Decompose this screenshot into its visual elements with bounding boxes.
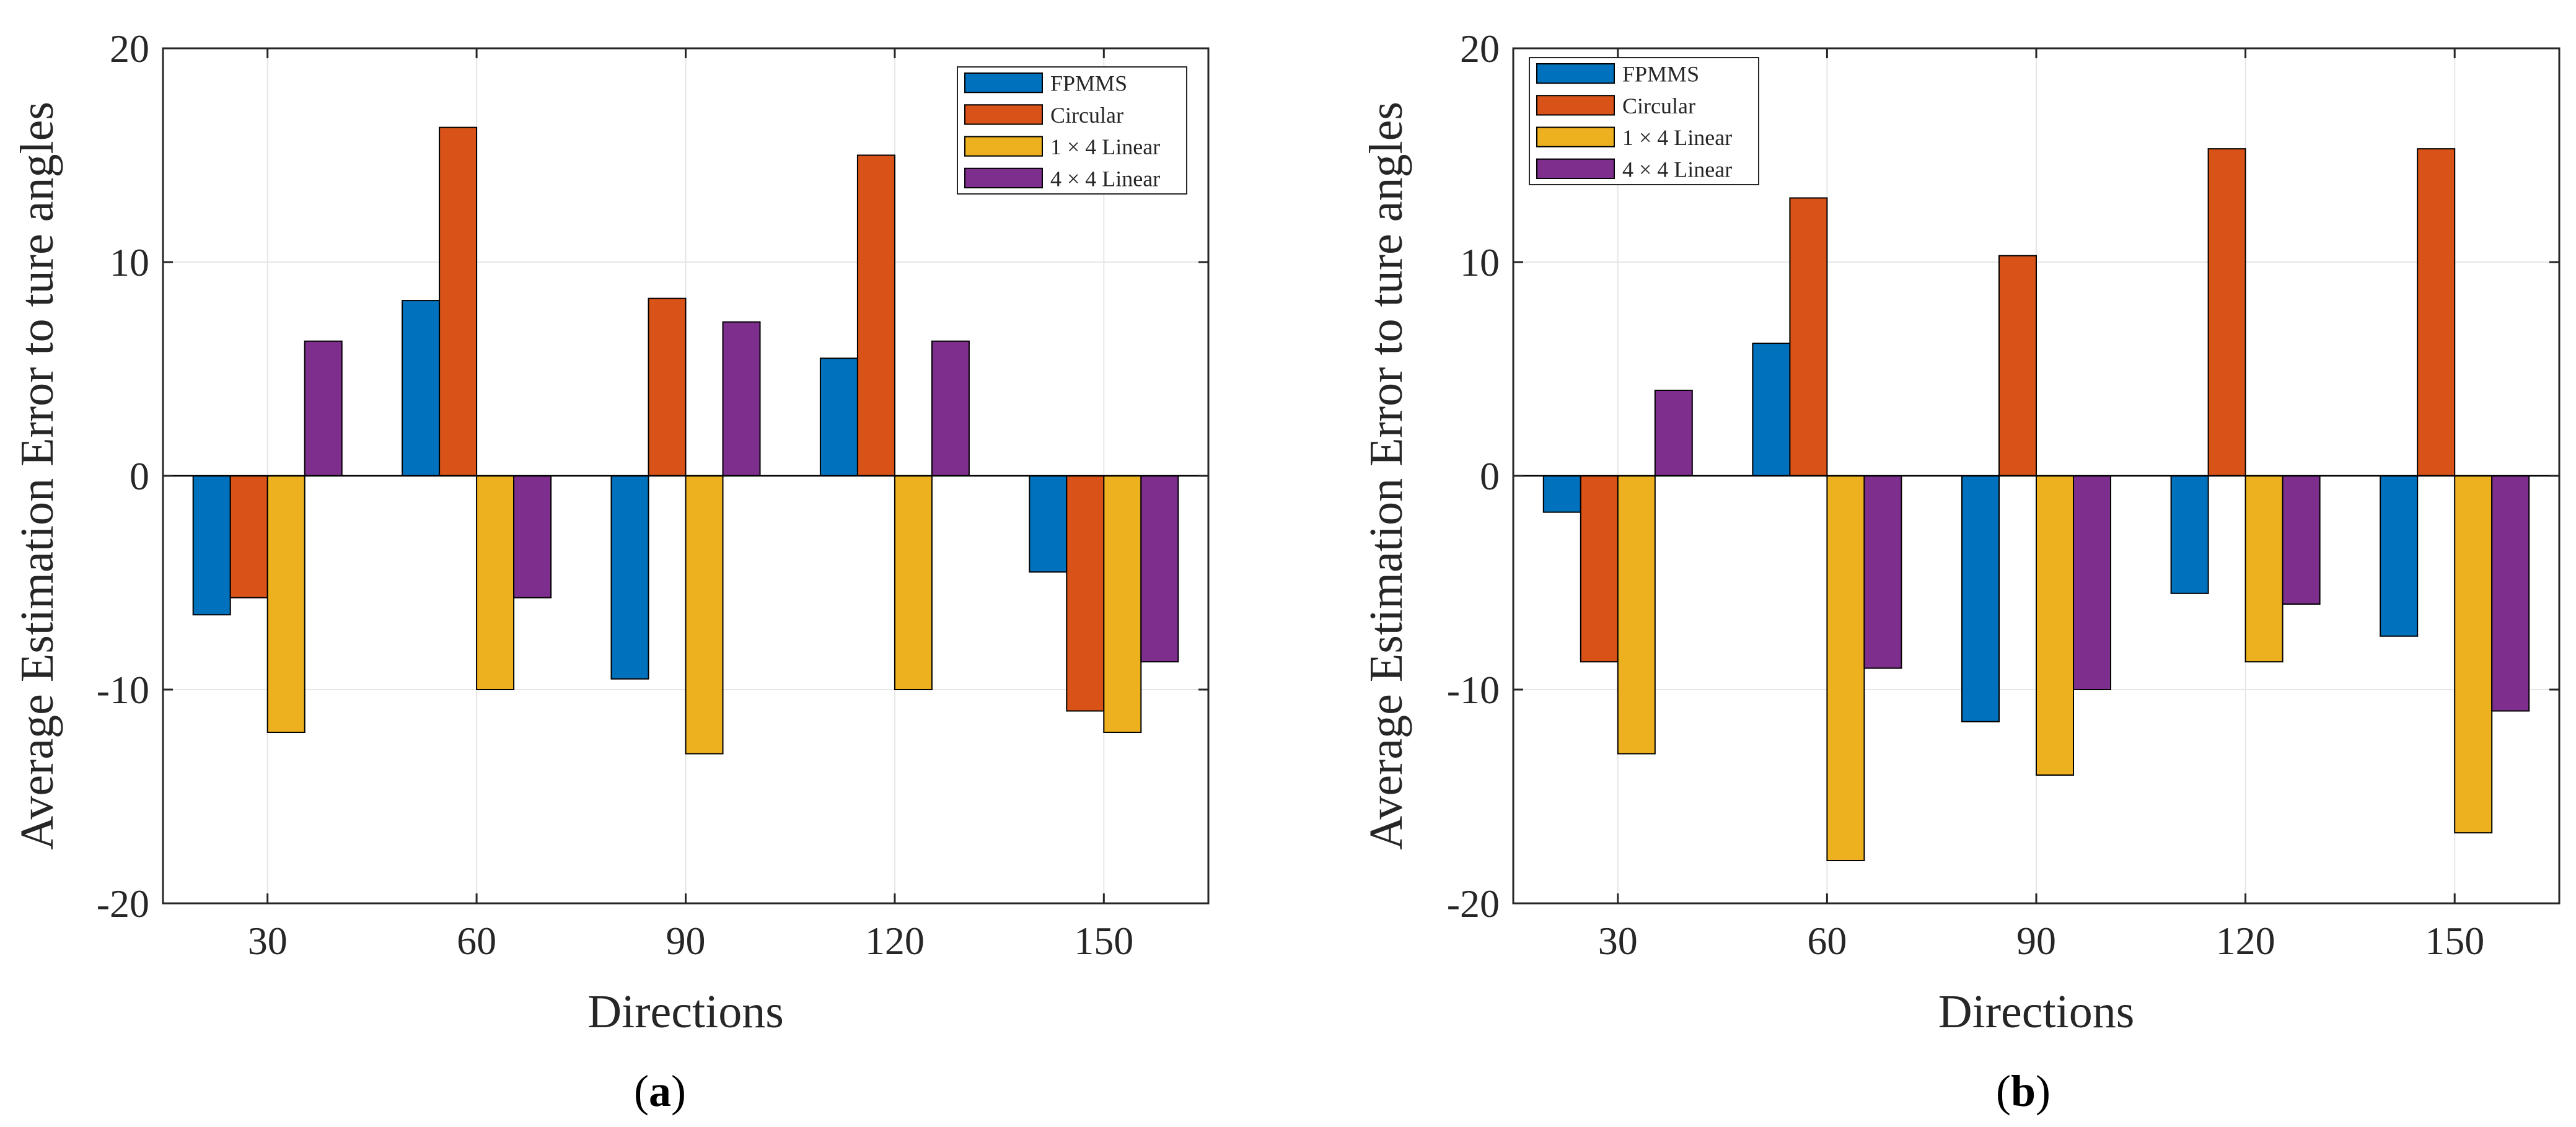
y-axis-label: Average Estimation Error to ture angles [11, 102, 63, 850]
bar-1-4-linear-30 [1617, 475, 1656, 755]
bar-4-4-linear-150 [2491, 475, 2530, 712]
legend-swatch [1536, 63, 1615, 84]
bar-1-4-linear-150 [1103, 475, 1142, 733]
legend-swatch [1536, 95, 1615, 116]
x-tick-label: 120 [865, 919, 925, 963]
bar-1-4-linear-60 [1826, 475, 1865, 861]
y-tick-label: 10 [110, 240, 149, 284]
legend-entry-label: 1 × 4 Linear [1050, 134, 1160, 159]
x-tick-label: 60 [457, 919, 496, 963]
x-tick-label: 150 [2425, 919, 2484, 963]
bar-circular-90 [1998, 255, 2037, 476]
legend-swatch [1536, 126, 1615, 147]
legend-swatch [964, 104, 1043, 125]
y-tick-label: -20 [97, 882, 149, 926]
bar-circular-120 [856, 154, 895, 476]
x-axis-label: Directions [1938, 986, 2135, 1038]
bar-fpmms-90 [1961, 475, 2000, 722]
legend-entry-label: FPMMS [1050, 71, 1127, 96]
chart-panel-b: -20 -10 0 10 20 30 60 90 120 150 Directions Average… [1360, 27, 2561, 1116]
bar-1-4-linear-60 [476, 475, 515, 690]
bar-fpmms-60 [1752, 343, 1791, 476]
bar-4-4-linear-120 [931, 340, 970, 477]
y-axis-label: Average Estimation Error to ture angles [1360, 102, 1412, 850]
bar-4-4-linear-30 [304, 340, 343, 477]
bar-1-4-linear-30 [266, 475, 306, 733]
bar-circular-120 [2207, 148, 2246, 476]
bar-circular-60 [439, 126, 478, 476]
panel-caption: (a) [634, 1066, 686, 1116]
bar-1-4-linear-90 [685, 475, 724, 755]
y-tick-label: 10 [1460, 240, 1500, 284]
legend-entry-label: 4 × 4 Linear [1622, 157, 1732, 182]
y-tick-label: 0 [130, 454, 149, 498]
bar-fpmms-150 [1029, 475, 1068, 573]
bar-fpmms-120 [2170, 475, 2209, 594]
bar-circular-150 [1066, 475, 1105, 712]
legend-entry-label: FPMMS [1622, 62, 1699, 87]
y-tick-label: 0 [1480, 454, 1500, 498]
y-tick-label: -10 [1447, 668, 1500, 712]
bar-fpmms-120 [819, 357, 858, 476]
bar-circular-90 [648, 297, 687, 476]
bar-4-4-linear-60 [513, 475, 552, 599]
y-tick-label: 20 [1460, 27, 1500, 71]
bar-4-4-linear-30 [1654, 390, 1693, 476]
bar-4-4-linear-90 [2073, 475, 2111, 690]
legend: FPMMS Circular 1 × 4 Linear 4 × 4 Linear [1529, 57, 1759, 185]
y-tick-label: -20 [1447, 882, 1500, 926]
x-tick-label: 30 [248, 919, 288, 963]
legend-swatch [964, 136, 1043, 157]
bar-circular-30 [229, 475, 268, 599]
bar-1-4-linear-90 [2036, 475, 2074, 776]
bar-4-4-linear-60 [1863, 475, 1902, 669]
y-tick-label: 20 [110, 27, 149, 71]
x-tick-label: 60 [1807, 919, 1847, 963]
bar-4-4-linear-90 [722, 321, 761, 476]
legend-swatch [964, 72, 1043, 94]
legend-entry-label: Circular [1050, 103, 1123, 128]
bar-4-4-linear-150 [1140, 475, 1179, 663]
legend-swatch [1536, 158, 1615, 179]
x-tick-label: 120 [2216, 919, 2275, 963]
x-tick-label: 30 [1598, 919, 1638, 963]
legend: FPMMS Circular 1 × 4 Linear 4 × 4 Linear [957, 66, 1187, 195]
legend-entry-label: 1 × 4 Linear [1622, 125, 1732, 150]
legend-swatch [964, 167, 1043, 188]
bar-fpmms-90 [610, 475, 649, 680]
bar-circular-30 [1580, 475, 1619, 663]
bar-fpmms-60 [402, 300, 441, 476]
bar-circular-150 [2417, 148, 2456, 476]
bar-1-4-linear-120 [894, 475, 933, 690]
bar-fpmms-150 [2380, 475, 2419, 637]
bar-fpmms-30 [192, 475, 231, 616]
x-axis-label: Directions [587, 986, 784, 1038]
legend-entry-label: Circular [1622, 94, 1695, 118]
legend-entry-label: 4 × 4 Linear [1050, 166, 1160, 191]
y-tick-label: -10 [97, 668, 149, 712]
bar-circular-60 [1789, 197, 1828, 476]
bar-fpmms-30 [1542, 475, 1581, 513]
x-tick-label: 90 [2016, 919, 2056, 963]
bar-4-4-linear-120 [2282, 475, 2321, 605]
chart-panel-a: -20 -10 0 10 20 30 60 90 120 150 Directions Average… [11, 27, 1210, 1116]
x-tick-label: 90 [666, 919, 706, 963]
bar-1-4-linear-150 [2454, 475, 2493, 834]
panel-caption: (b) [1996, 1066, 2051, 1116]
x-tick-label: 150 [1074, 919, 1133, 963]
bar-1-4-linear-120 [2244, 475, 2284, 663]
